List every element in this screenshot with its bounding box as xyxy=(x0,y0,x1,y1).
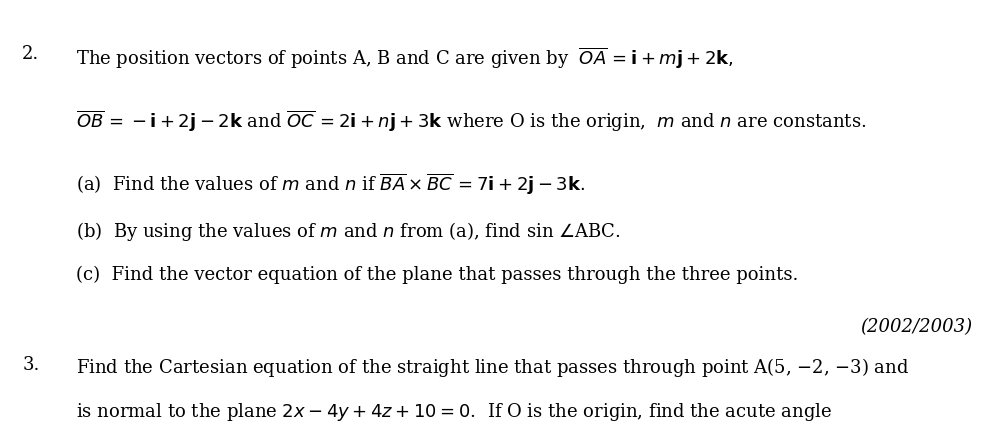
Text: is normal to the plane $2x-4y+4z+10=0$.  If O is the origin, find the acute angl: is normal to the plane $2x-4y+4z+10=0$. … xyxy=(76,401,832,423)
Text: Find the Cartesian equation of the straight line that passes through point A(5, : Find the Cartesian equation of the strai… xyxy=(76,356,909,379)
Text: 2.: 2. xyxy=(22,45,39,63)
Text: $\overline{OB}$$\,=-\mathbf{i}+2\mathbf{j}-2\mathbf{k}$ and $\overline{OC}$$\,=2: $\overline{OB}$$\,=-\mathbf{i}+2\mathbf{… xyxy=(76,108,866,134)
Text: (b)  By using the values of $m$ and $n$ from (a), find sin $\angle$ABC.: (b) By using the values of $m$ and $n$ f… xyxy=(76,220,620,243)
Text: (a)  Find the values of $m$ and $n$ if $\overline{BA}\times\overline{BC}$$\,=7\m: (a) Find the values of $m$ and $n$ if $\… xyxy=(76,172,585,197)
Text: 3.: 3. xyxy=(22,356,39,374)
Text: (2002/2003): (2002/2003) xyxy=(861,318,973,336)
Text: (2001/2002): (2001/2002) xyxy=(866,0,978,1)
Text: The position vectors of points A, B and C are given by  $\overline{OA}$$\,=\math: The position vectors of points A, B and … xyxy=(76,45,734,71)
Text: (c)  Find the vector equation of the plane that passes through the three points.: (c) Find the vector equation of the plan… xyxy=(76,265,798,283)
